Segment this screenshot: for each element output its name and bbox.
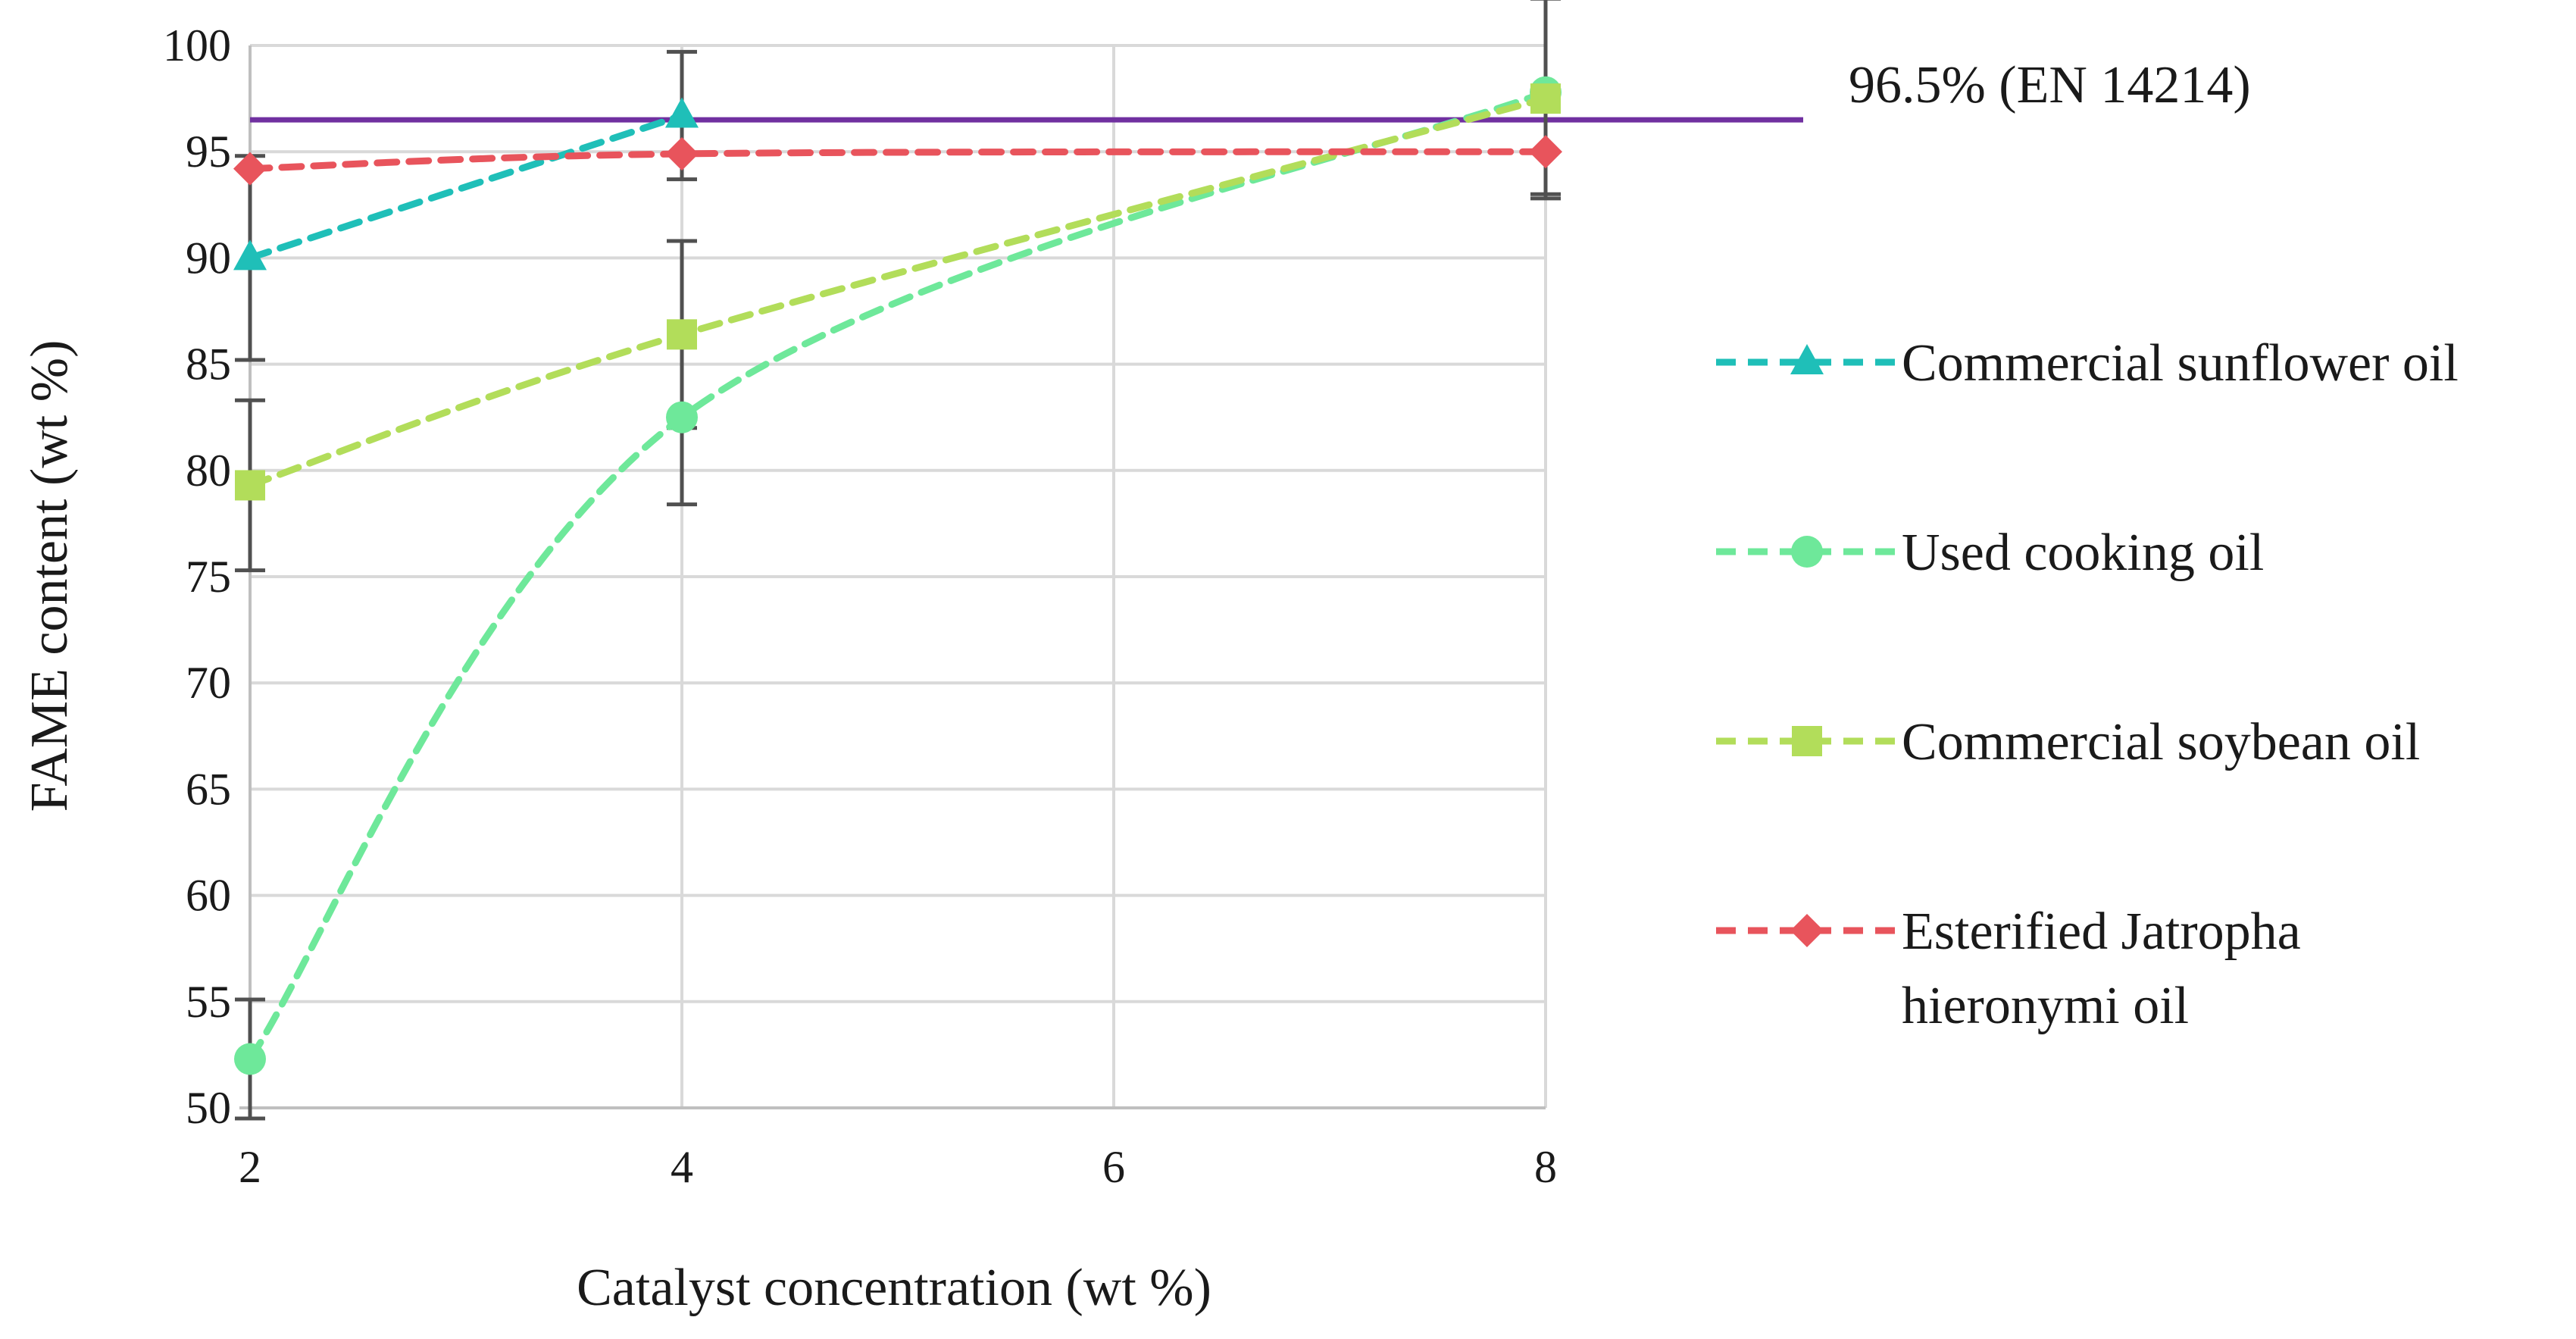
legend-label-line: Esterified Jatropha [1902,903,2301,961]
legend-marker [1790,344,1824,374]
data-point [665,137,699,171]
legend-entry: Commercial sunflower oil [1716,334,2459,393]
legend-marker [1792,726,1822,756]
legend: Commercial sunflower oil Used cooking oil… [1716,334,2459,1035]
legend-entry: Commercial soybean oil [1716,713,2420,771]
x-tick-label: 6 [1102,1142,1125,1192]
data-point [234,1043,266,1075]
y-tick-label: 90 [186,233,231,283]
legend-label-line: Commercial sunflower oil [1902,334,2459,393]
legend-entry: Esterified Jatropha hieronymi oil [1716,903,2301,1035]
data-point [667,319,697,350]
axes [239,45,1546,1118]
x-tick-label: 8 [1534,1142,1557,1192]
grid [249,44,1547,1109]
y-axis-title: FAME content (wt %) [20,340,79,812]
legend-marker [1791,536,1823,568]
y-tick-label: 70 [186,658,231,708]
data-point [665,97,699,128]
y-tick-label: 60 [186,871,231,921]
series-group [233,76,1562,1075]
legend-label: Used cooking oil [1902,524,2264,582]
y-tick-label: 100 [163,20,231,70]
x-tick-label: 2 [239,1142,261,1192]
data-point [233,239,267,271]
tick-labels: 50 55 60 65 70 75 80 85 90 95 100 2 4 6 8 [163,20,1557,1192]
y-tick-label: 80 [186,446,231,496]
x-axis-title: Catalyst concentration (wt %) [577,1259,1211,1317]
series-line [246,95,1549,489]
legend-entry: Used cooking oil [1716,524,2264,582]
error-bars [235,0,1561,1121]
series-line [246,148,1549,173]
y-tick-label: 95 [186,127,231,177]
legend-label: Commercial sunflower oil [1902,334,2459,393]
y-tick-label: 50 [186,1083,231,1133]
y-tick-label: 65 [186,764,231,814]
reference-line-group: 96.5% (EN 14214) [250,56,2251,123]
legend-marker [1790,914,1824,947]
data-point [235,470,265,501]
reference-line-label: 96.5% (EN 14214) [1849,56,2251,114]
legend-label: Commercial soybean oil [1902,713,2420,771]
y-tick-label: 55 [186,977,231,1027]
legend-label-line: Used cooking oil [1902,524,2264,582]
data-point [1530,83,1561,114]
legend-label-line: Commercial soybean oil [1902,713,2420,771]
legend-label-line: hieronymi oil [1902,977,2189,1035]
series-line [246,112,686,261]
data-point [1529,135,1562,169]
legend-label: Esterified Jatropha hieronymi oil [1902,903,2301,1035]
y-tick-label: 85 [186,339,231,389]
x-tick-label: 4 [671,1142,693,1192]
data-point [233,152,267,186]
data-point [666,401,698,433]
y-tick-label: 75 [186,552,231,602]
